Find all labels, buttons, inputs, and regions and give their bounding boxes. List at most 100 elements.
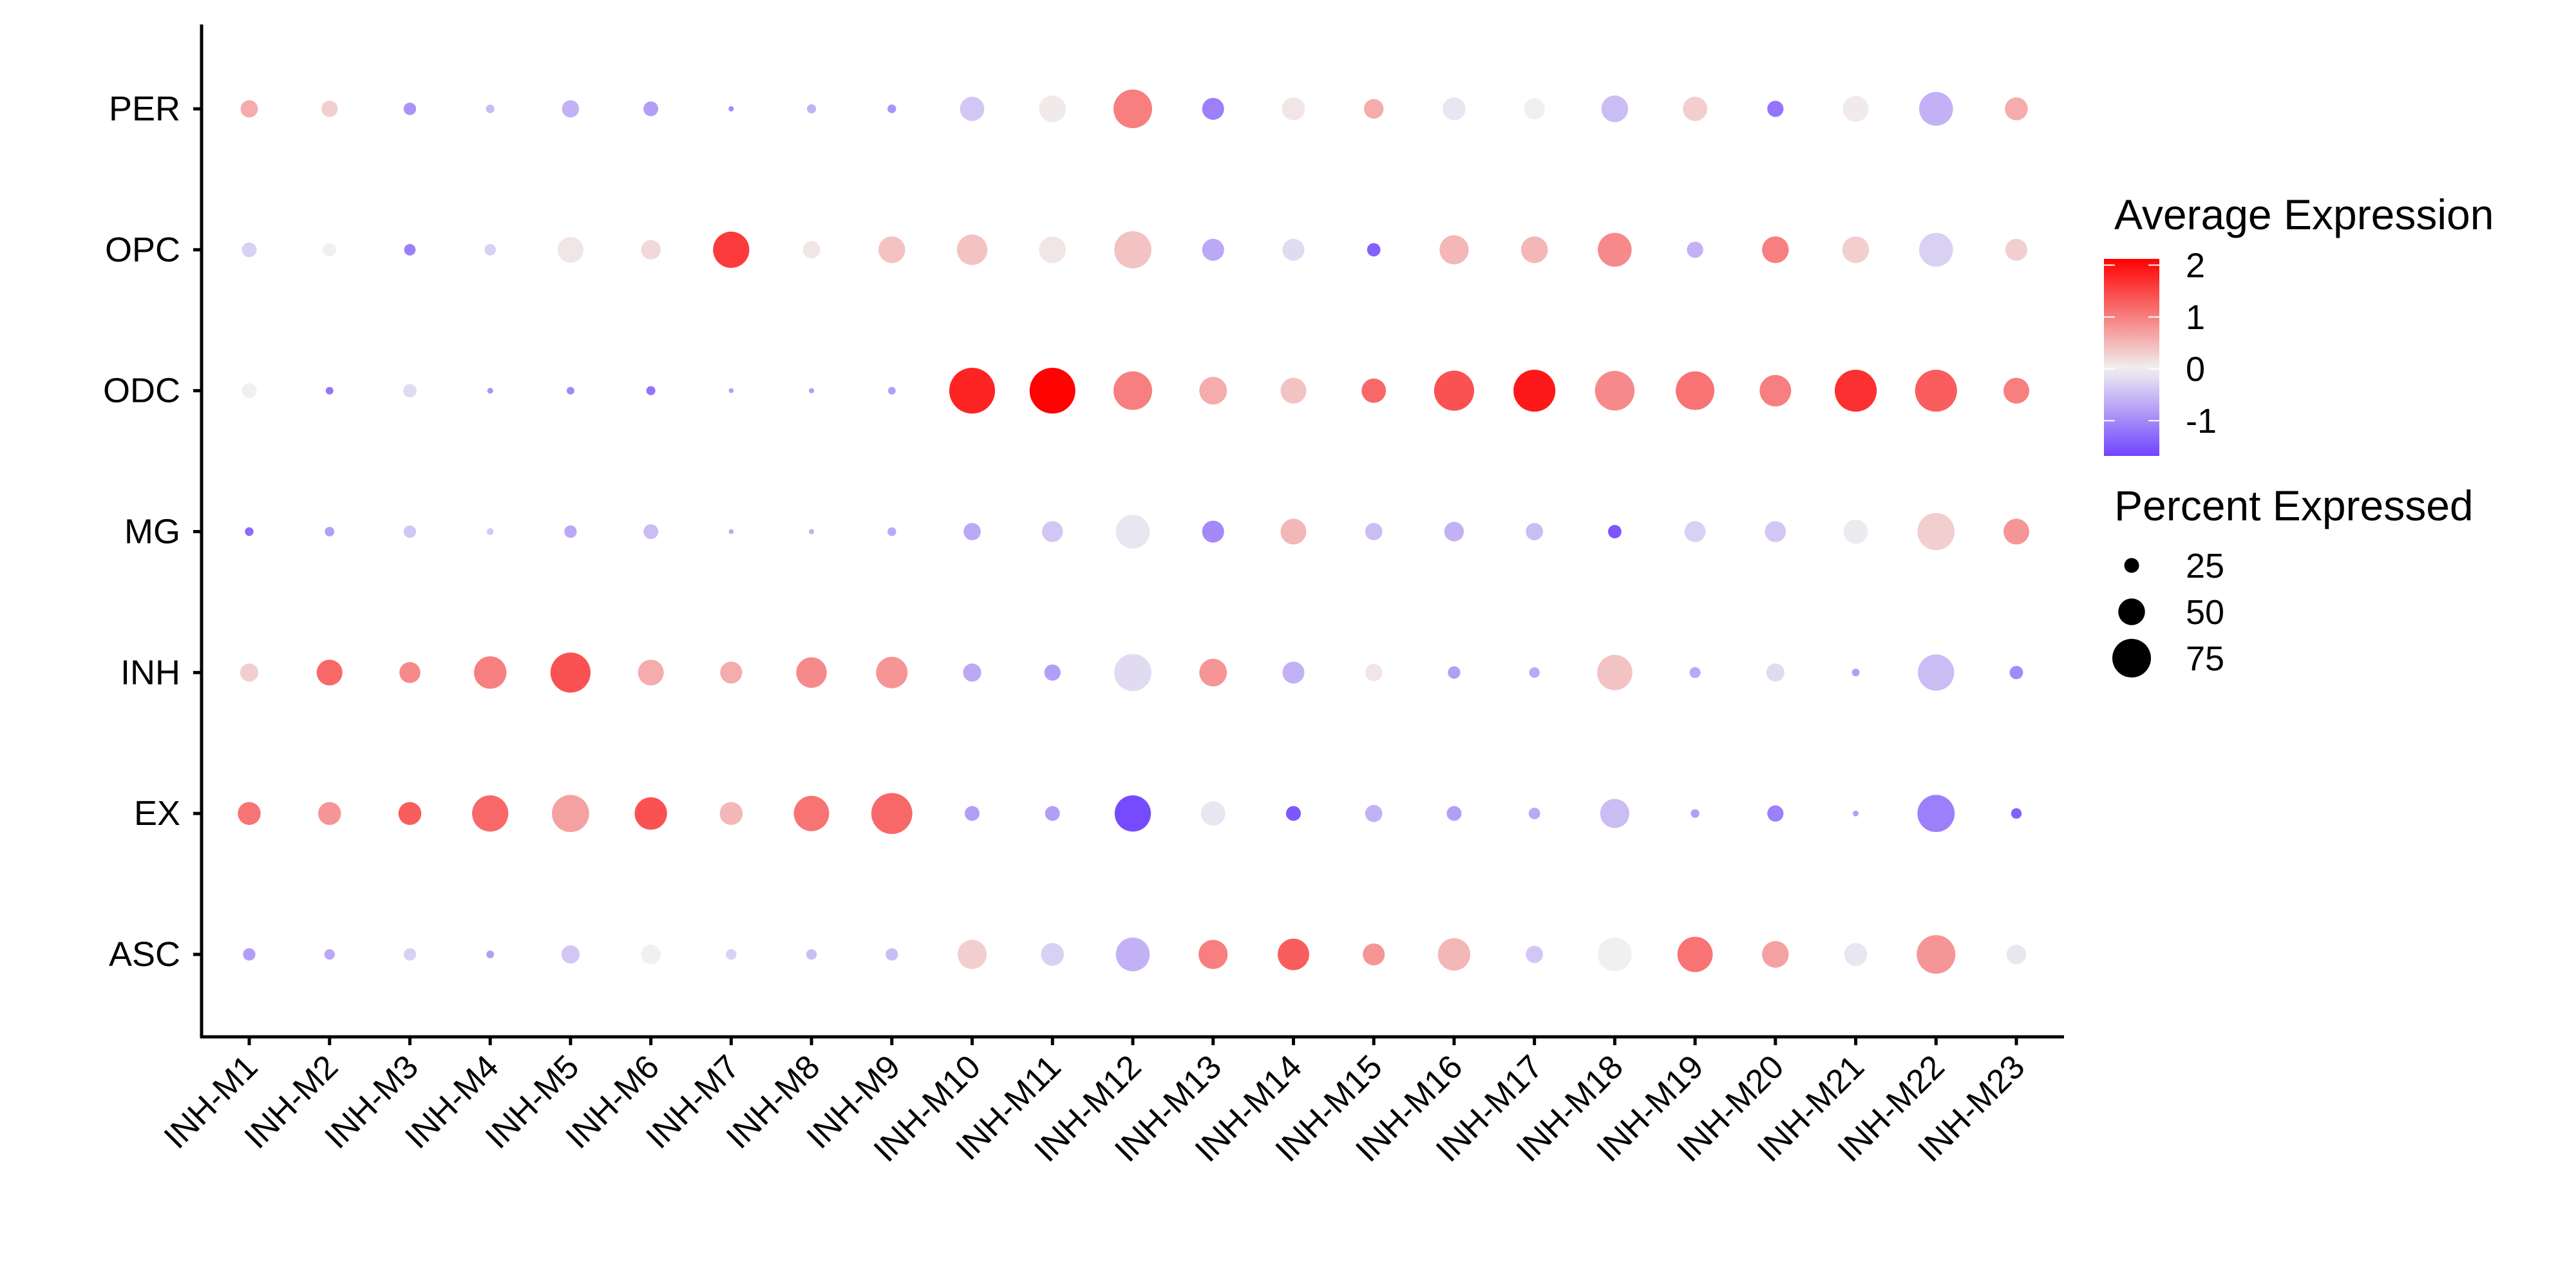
- dot-OPC-INH-M3: [404, 243, 416, 256]
- y-tick-label: ASC: [109, 935, 180, 974]
- dot-MG-INH-M3: [403, 525, 417, 538]
- dot-INH-INH-M22: [1918, 654, 1955, 691]
- dot-INH-INH-M18: [1596, 654, 1633, 690]
- dot-MG-INH-M15: [1365, 523, 1383, 540]
- dot-EX-INH-M16: [1446, 806, 1462, 821]
- dot-INH-INH-M11: [1044, 664, 1061, 681]
- dot-MG-INH-M16: [1444, 522, 1464, 542]
- dot-INH-INH-M2: [316, 659, 343, 686]
- dot-OPC-INH-M7: [713, 231, 750, 268]
- size-legend-dot: [2112, 639, 2151, 677]
- dot-OPC-INH-M20: [1762, 236, 1789, 263]
- dot-PER-INH-M2: [321, 100, 338, 117]
- dot-MG-INH-M12: [1115, 515, 1150, 549]
- dot-MG-INH-M1: [245, 527, 254, 536]
- dot-MG-INH-M6: [643, 524, 659, 539]
- dot-INH-INH-M20: [1766, 663, 1785, 682]
- dot-ASC-INH-M20: [1762, 941, 1789, 968]
- dot-OPC-INH-M11: [1039, 236, 1066, 263]
- dot-ASC-INH-M6: [641, 944, 661, 965]
- dot-ODC-INH-M3: [403, 384, 417, 398]
- dot-PER-INH-M4: [486, 104, 495, 113]
- dot-ASC-INH-M12: [1115, 937, 1150, 972]
- dot-INH-INH-M1: [240, 663, 259, 682]
- dot-OPC-INH-M16: [1439, 235, 1469, 265]
- dot-EX-INH-M2: [317, 802, 341, 825]
- size-legend-dot: [2118, 598, 2145, 625]
- dot-PER-INH-M1: [240, 100, 258, 118]
- dot-ASC-INH-M8: [806, 949, 817, 960]
- dot-MG-INH-M14: [1280, 518, 1307, 545]
- dot-PER-INH-M18: [1601, 95, 1629, 122]
- dot-ASC-INH-M7: [726, 949, 737, 960]
- size-legend: Percent Expressed 25 50 75: [2112, 482, 2474, 678]
- dot-OPC-INH-M13: [1202, 238, 1224, 261]
- dot-EX-INH-M23: [2011, 808, 2022, 819]
- dot-ODC-INH-M4: [487, 388, 493, 394]
- dot-OPC-INH-M6: [641, 240, 661, 260]
- dot-PER-INH-M5: [562, 100, 580, 118]
- colorbar-tick-label: 1: [2186, 298, 2205, 337]
- dot-PER-INH-M14: [1282, 97, 1305, 120]
- dot-ODC-INH-M18: [1595, 370, 1635, 411]
- dot-EX-INH-M13: [1200, 801, 1226, 826]
- dot-ASC-INH-M22: [1917, 935, 1956, 974]
- dot-INH-INH-M16: [1448, 666, 1461, 679]
- dot-INH-INH-M17: [1529, 667, 1540, 678]
- dot-ODC-INH-M16: [1434, 370, 1475, 411]
- dot-PER-INH-M3: [403, 102, 417, 115]
- dot-OPC-INH-M19: [1687, 242, 1703, 258]
- dot-INH-INH-M6: [638, 659, 664, 686]
- dot-ASC-INH-M16: [1437, 938, 1471, 971]
- y-axis-ticks: PER OPC ODC MG INH EX ASC: [103, 90, 202, 974]
- dot-ASC-INH-M18: [1598, 937, 1632, 972]
- dot-INH-INH-M14: [1282, 661, 1305, 684]
- dot-ODC-INH-M19: [1676, 371, 1715, 410]
- dot-EX-INH-M14: [1285, 806, 1301, 821]
- dot-INH-INH-M8: [796, 657, 827, 688]
- dot-MG-INH-M2: [325, 527, 335, 536]
- dot-EX-INH-M22: [1917, 795, 1955, 833]
- y-tick-label: INH: [120, 653, 180, 692]
- dot-ASC-INH-M11: [1041, 943, 1065, 966]
- color-legend: Average Expression 2 1 0 -1: [2104, 191, 2494, 456]
- dot-OPC-INH-M4: [484, 243, 497, 256]
- dot-EX-INH-M8: [793, 795, 829, 831]
- dot-OPC-INH-M17: [1520, 236, 1548, 263]
- dot-INH-INH-M10: [963, 663, 981, 682]
- dot-INH-INH-M23: [2009, 665, 2023, 679]
- dot-EX-INH-M15: [1365, 804, 1383, 822]
- dot-EX-INH-M3: [398, 802, 422, 825]
- dot-MG-INH-M17: [1526, 523, 1543, 540]
- dot-ASC-INH-M5: [561, 945, 580, 964]
- dot-PER-INH-M17: [1524, 98, 1545, 120]
- dot-PER-INH-M6: [643, 101, 659, 117]
- dot-PER-INH-M9: [887, 104, 896, 113]
- dot-PER-INH-M16: [1443, 97, 1466, 120]
- dot-OPC-INH-M18: [1598, 232, 1632, 267]
- dot-MG-INH-M18: [1607, 525, 1622, 538]
- dot-MG-INH-M9: [887, 527, 896, 536]
- dot-OPC-INH-M14: [1282, 238, 1305, 261]
- dot-OPC-INH-M1: [242, 242, 257, 258]
- dot-OPC-INH-M22: [1918, 232, 1953, 267]
- y-tick-label: OPC: [105, 231, 180, 269]
- dot-ODC-INH-M9: [887, 386, 896, 395]
- dot-ODC-INH-M21: [1834, 370, 1877, 412]
- dot-ODC-INH-M13: [1199, 377, 1227, 405]
- x-axis-ticks: INH-M1INH-M2INH-M3INH-M4INH-M5INH-M6INH-…: [157, 1037, 2032, 1170]
- dot-EX-INH-M12: [1114, 795, 1151, 832]
- dot-EX-INH-M21: [1853, 810, 1859, 817]
- dot-ASC-INH-M9: [886, 948, 898, 961]
- dot-ODC-INH-M6: [646, 386, 656, 395]
- dot-INH-INH-M13: [1199, 658, 1227, 687]
- dot-ODC-INH-M15: [1361, 378, 1387, 403]
- dot-ODC-INH-M23: [2003, 377, 2030, 404]
- dot-ODC-INH-M1: [242, 383, 257, 399]
- dot-ASC-INH-M17: [1526, 945, 1543, 963]
- dot-INH-INH-M21: [1852, 668, 1860, 677]
- dot-MG-INH-M21: [1843, 519, 1868, 544]
- dot-ASC-INH-M10: [957, 940, 987, 969]
- dot-PER-INH-M7: [728, 106, 734, 112]
